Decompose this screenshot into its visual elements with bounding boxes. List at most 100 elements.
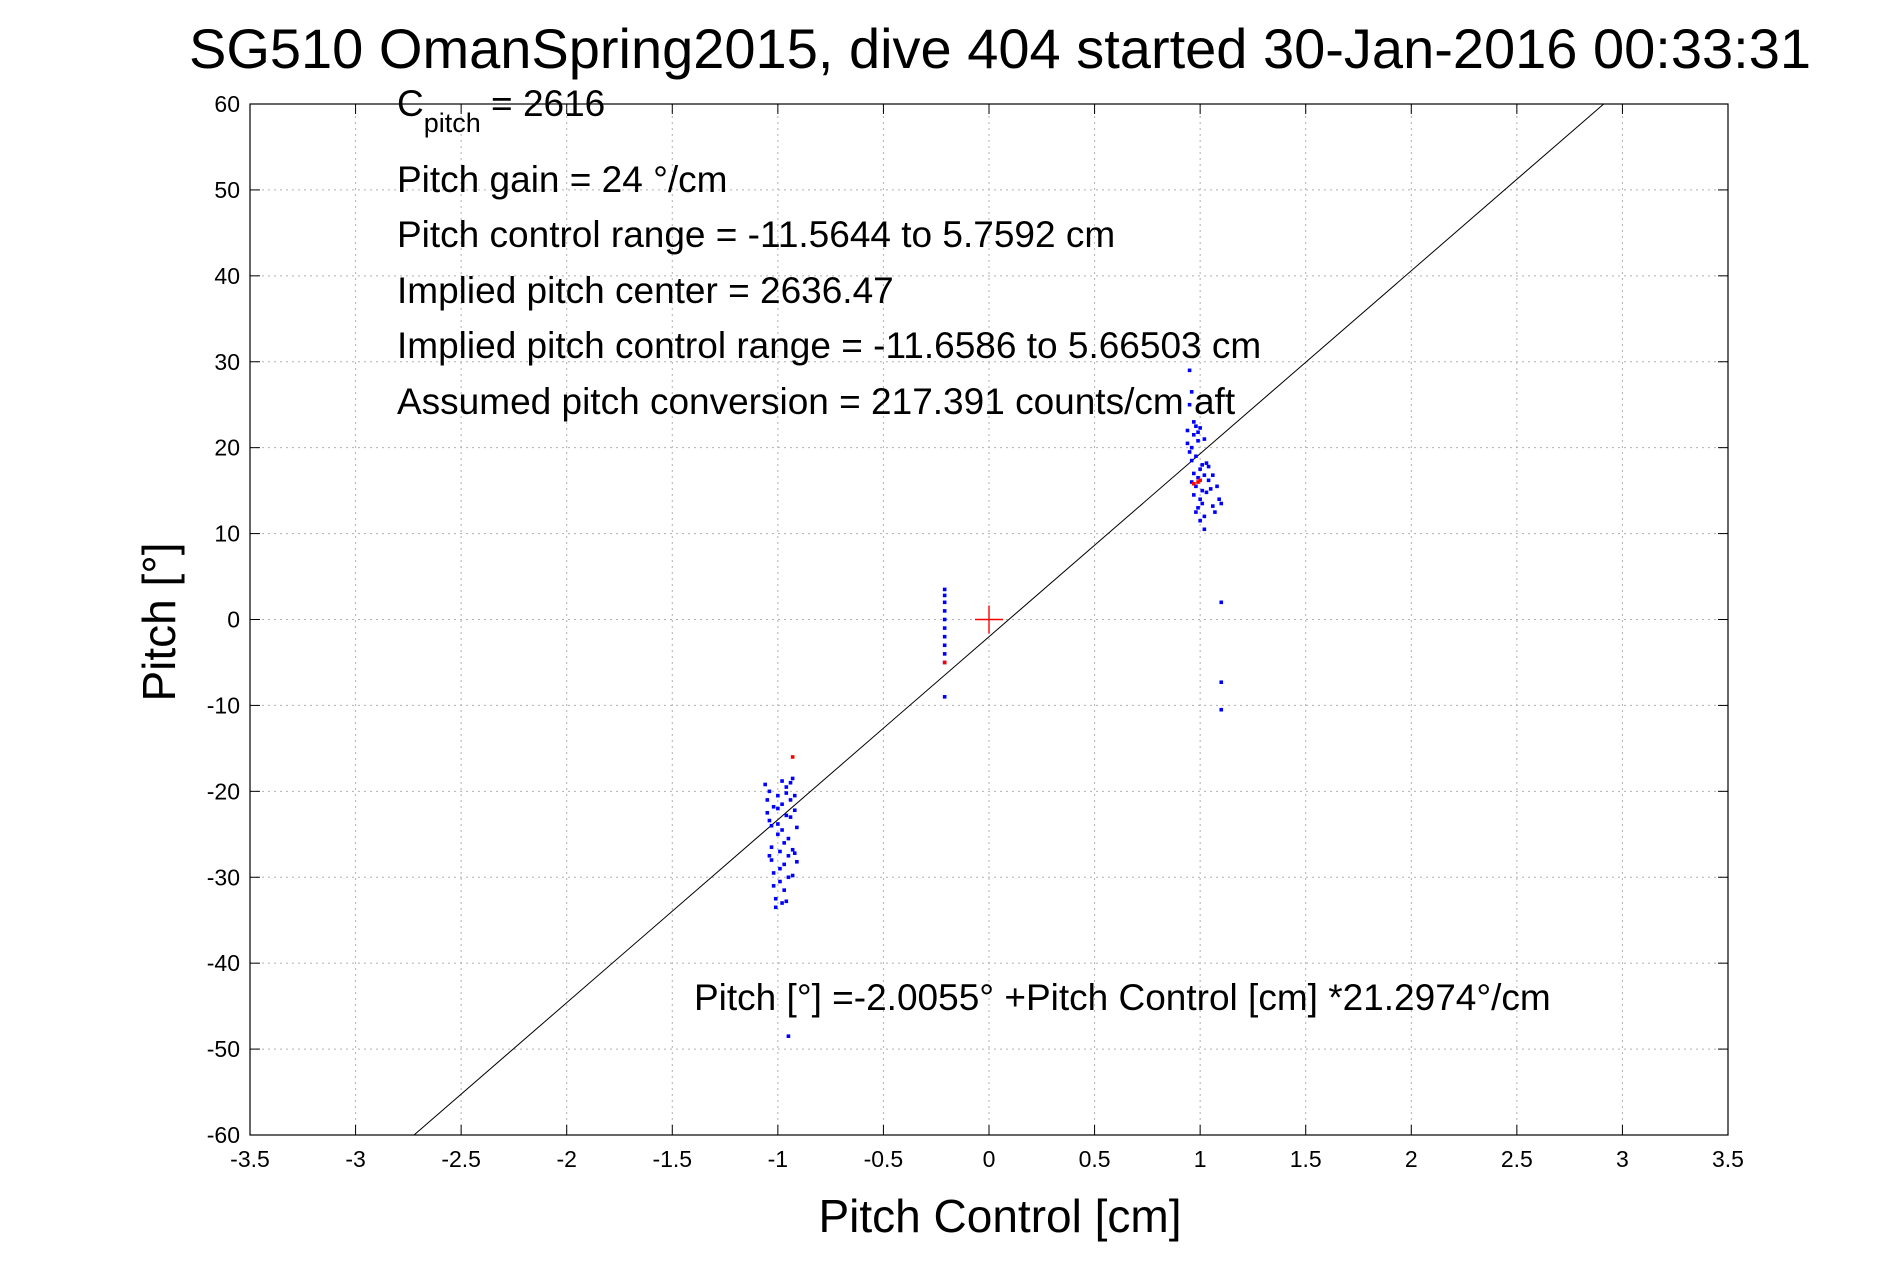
data-point bbox=[1196, 475, 1200, 480]
data-point bbox=[1196, 506, 1200, 510]
data-point bbox=[788, 780, 793, 785]
y-tick-label: 50 bbox=[214, 177, 240, 203]
data-point bbox=[1198, 426, 1202, 430]
data-point bbox=[1189, 445, 1194, 450]
data-point bbox=[786, 853, 791, 858]
annotation-c-pitch-sub: pitch bbox=[424, 108, 481, 138]
annotation-pitch-control-range: Pitch control range = -11.5644 to 5.7592… bbox=[397, 214, 1115, 255]
annotation-c-pitch: Cpitch = 2616 bbox=[397, 83, 605, 138]
data-point bbox=[784, 813, 789, 818]
y-tick-label: 0 bbox=[227, 607, 240, 633]
data-point bbox=[1189, 458, 1194, 463]
data-point bbox=[769, 823, 774, 828]
x-tick-label: -0.5 bbox=[864, 1146, 904, 1172]
data-point bbox=[1192, 493, 1196, 497]
data-point bbox=[790, 873, 795, 878]
y-tick-label: 10 bbox=[214, 521, 240, 547]
x-tick-label: -2 bbox=[556, 1146, 576, 1172]
y-axis-label: Pitch [°] bbox=[133, 542, 185, 701]
data-point bbox=[786, 875, 791, 880]
y-tick-label: 60 bbox=[214, 91, 240, 117]
data-point bbox=[782, 888, 786, 892]
data-point bbox=[1219, 600, 1224, 605]
annotation-implied-range: Implied pitch control range = -11.6586 t… bbox=[397, 325, 1261, 366]
data-point bbox=[1200, 463, 1205, 467]
data-point bbox=[1211, 473, 1215, 477]
data-point bbox=[1219, 707, 1224, 712]
data-point bbox=[1185, 428, 1190, 433]
data-point bbox=[773, 896, 778, 901]
x-tick-label: 1 bbox=[1194, 1146, 1207, 1172]
x-tick-label: 1.5 bbox=[1290, 1146, 1322, 1172]
x-tick-label: 2.5 bbox=[1501, 1146, 1533, 1172]
annotation-pitch-gain: Pitch gain = 24 °/cm bbox=[397, 159, 728, 200]
x-tick-label: 2 bbox=[1405, 1146, 1418, 1172]
data-point bbox=[792, 808, 797, 813]
data-point bbox=[1202, 437, 1207, 441]
data-point bbox=[1211, 504, 1215, 508]
data-point bbox=[788, 798, 793, 802]
data-point bbox=[778, 849, 782, 854]
chart-title: SG510 OmanSpring2015, dive 404 started 3… bbox=[189, 17, 1811, 80]
data-point bbox=[771, 884, 776, 888]
data-point bbox=[942, 652, 947, 656]
data-point bbox=[1194, 424, 1198, 428]
flagged-point bbox=[1198, 478, 1202, 483]
data-point bbox=[767, 789, 772, 794]
data-point bbox=[1196, 438, 1200, 443]
x-axis-label: Pitch Control [cm] bbox=[819, 1190, 1182, 1242]
data-point bbox=[942, 634, 947, 639]
data-point bbox=[778, 879, 782, 884]
data-point bbox=[784, 899, 789, 904]
data-point bbox=[1198, 518, 1202, 523]
data-point bbox=[1189, 480, 1194, 484]
fit-line-layer bbox=[413, 103, 1605, 1136]
data-point bbox=[1206, 478, 1211, 483]
data-point bbox=[782, 841, 786, 845]
data-point bbox=[1213, 510, 1217, 514]
data-point bbox=[795, 825, 799, 830]
data-point bbox=[1215, 484, 1219, 489]
data-point bbox=[942, 626, 947, 630]
data-point bbox=[788, 815, 793, 819]
data-point bbox=[942, 587, 947, 592]
flagged-point bbox=[790, 755, 795, 759]
data-point bbox=[771, 804, 776, 809]
annotation-implied-center: Implied pitch center = 2636.47 bbox=[397, 270, 894, 311]
data-point bbox=[1194, 484, 1198, 489]
flagged-point bbox=[942, 660, 947, 665]
annotation-c-pitch-value: = 2616 bbox=[481, 83, 605, 124]
data-point bbox=[790, 847, 795, 852]
data-point bbox=[1200, 501, 1205, 506]
x-tick-label: -3 bbox=[345, 1146, 365, 1172]
data-point bbox=[1192, 432, 1196, 437]
data-point bbox=[942, 643, 947, 648]
data-point bbox=[767, 818, 772, 823]
data-point bbox=[786, 836, 791, 841]
y-tick-label: -40 bbox=[207, 950, 240, 976]
data-point bbox=[1194, 510, 1198, 514]
data-point bbox=[769, 858, 774, 862]
annotation-assumed-conversion: Assumed pitch conversion = 217.391 count… bbox=[397, 381, 1236, 422]
data-point bbox=[1198, 467, 1202, 471]
x-tick-label: -1.5 bbox=[652, 1146, 692, 1172]
data-point bbox=[1208, 487, 1213, 491]
x-tick-label: 3 bbox=[1616, 1146, 1629, 1172]
data-point bbox=[942, 600, 947, 605]
data-point bbox=[942, 593, 947, 598]
data-point bbox=[782, 862, 786, 867]
data-point bbox=[790, 776, 795, 781]
data-point bbox=[776, 806, 780, 811]
data-point bbox=[792, 793, 797, 798]
data-point bbox=[776, 793, 780, 798]
data-point bbox=[767, 853, 772, 858]
data-point bbox=[942, 695, 947, 699]
flagged-point bbox=[1196, 480, 1200, 484]
data-point bbox=[1185, 441, 1190, 446]
data-point bbox=[1194, 454, 1198, 459]
data-point bbox=[1192, 420, 1196, 424]
data-point bbox=[795, 859, 799, 864]
data-point bbox=[763, 782, 767, 787]
data-point bbox=[1206, 464, 1211, 469]
